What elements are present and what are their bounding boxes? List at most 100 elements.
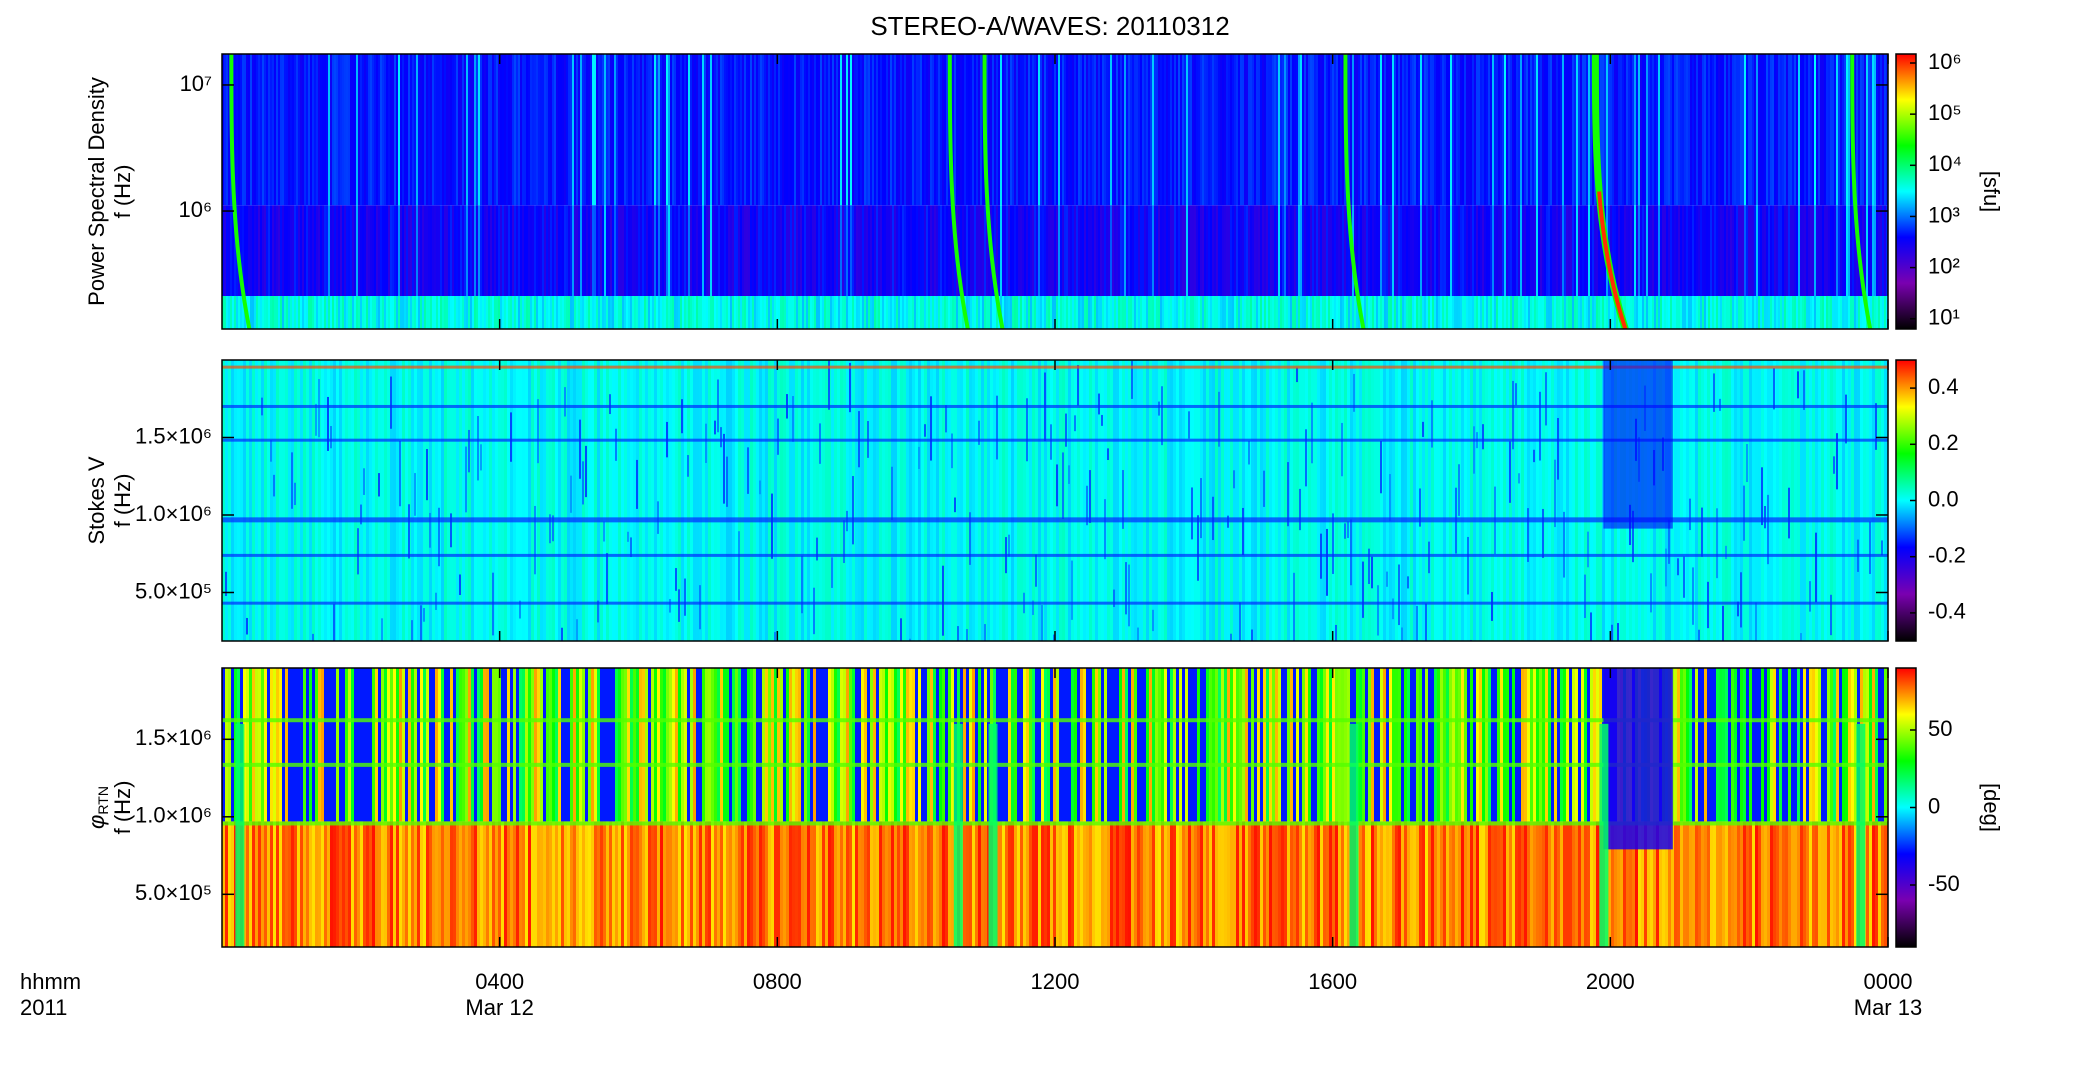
- burst: [1856, 723, 1866, 947]
- texture: [904, 296, 906, 329]
- texture: [1419, 488, 1421, 527]
- texture: [1414, 296, 1416, 329]
- texture: [1188, 411, 1190, 439]
- texture: [1768, 296, 1770, 329]
- texture: [1588, 296, 1590, 329]
- texture: [1449, 360, 1452, 641]
- texture: [1002, 54, 1004, 206]
- texture: [574, 205, 576, 296]
- texture: [1850, 205, 1852, 296]
- texture: [1578, 821, 1581, 947]
- texture: [1084, 54, 1086, 206]
- texture: [724, 54, 726, 206]
- texture: [579, 668, 582, 822]
- texture: [1148, 54, 1150, 206]
- texture: [1392, 54, 1394, 206]
- texture: [1674, 296, 1676, 329]
- texture: [484, 54, 486, 206]
- texture: [1632, 54, 1634, 206]
- texture: [699, 668, 702, 822]
- texture: [1610, 296, 1612, 329]
- texture: [279, 668, 282, 822]
- texture: [1326, 668, 1329, 822]
- texture: [668, 205, 670, 296]
- texture: [780, 296, 782, 329]
- texture: [1076, 54, 1078, 206]
- texture: [1252, 205, 1254, 296]
- texture: [894, 821, 897, 947]
- texture: [674, 54, 676, 206]
- texture: [1828, 54, 1830, 206]
- texture: [1161, 360, 1164, 641]
- texture: [324, 360, 327, 641]
- texture: [260, 54, 262, 206]
- texture: [274, 296, 276, 329]
- texture: [1770, 821, 1773, 947]
- texture: [1196, 54, 1198, 206]
- texture: [620, 296, 622, 329]
- texture: [1706, 54, 1708, 206]
- texture: [561, 821, 564, 947]
- texture: [1254, 360, 1257, 641]
- texture: [990, 296, 992, 329]
- texture: [774, 296, 776, 329]
- texture: [226, 296, 228, 329]
- texture: [1206, 360, 1209, 641]
- texture: [298, 296, 300, 329]
- texture: [1702, 296, 1704, 329]
- texture: [489, 360, 492, 641]
- texture: [297, 821, 300, 947]
- texture: [954, 497, 956, 513]
- texture: [1716, 668, 1719, 822]
- texture: [1600, 296, 1602, 329]
- texture: [1642, 296, 1644, 329]
- texture: [1330, 296, 1332, 329]
- texture: [858, 821, 861, 947]
- texture: [618, 296, 620, 329]
- texture: [796, 54, 798, 206]
- texture: [1310, 205, 1312, 296]
- texture: [598, 296, 600, 329]
- texture: [1212, 205, 1214, 296]
- texture: [1455, 668, 1458, 822]
- texture: [459, 668, 462, 822]
- texture: [690, 296, 692, 329]
- texture: [724, 296, 726, 329]
- texture: [322, 296, 324, 329]
- texture: [1320, 668, 1323, 822]
- texture: [1167, 360, 1170, 641]
- texture: [1236, 668, 1239, 822]
- texture: [690, 360, 693, 641]
- texture: [978, 54, 980, 206]
- texture: [906, 54, 908, 206]
- texture: [458, 54, 460, 206]
- texture: [1250, 296, 1252, 329]
- texture: [1020, 54, 1022, 206]
- texture: [530, 54, 532, 206]
- texture: [500, 296, 502, 329]
- texture: [1462, 205, 1464, 296]
- texture: [528, 54, 530, 206]
- texture: [704, 205, 706, 296]
- texture: [566, 205, 568, 296]
- texture: [1124, 296, 1126, 329]
- texture: [507, 821, 510, 947]
- texture: [513, 821, 516, 947]
- texture: [384, 360, 387, 641]
- texture: [828, 360, 830, 410]
- texture: [1716, 508, 1718, 579]
- texture: [772, 54, 774, 206]
- texture: [1044, 668, 1047, 822]
- texture: [1368, 360, 1371, 641]
- texture: [1574, 205, 1576, 296]
- texture: [1545, 360, 1548, 641]
- texture: [254, 205, 256, 296]
- texture: [1608, 821, 1611, 947]
- texture: [405, 668, 408, 822]
- texture: [996, 395, 998, 460]
- texture: [410, 54, 412, 206]
- texture: [1026, 296, 1028, 329]
- texture: [658, 54, 660, 206]
- texture: [994, 205, 996, 296]
- texture: [408, 668, 411, 822]
